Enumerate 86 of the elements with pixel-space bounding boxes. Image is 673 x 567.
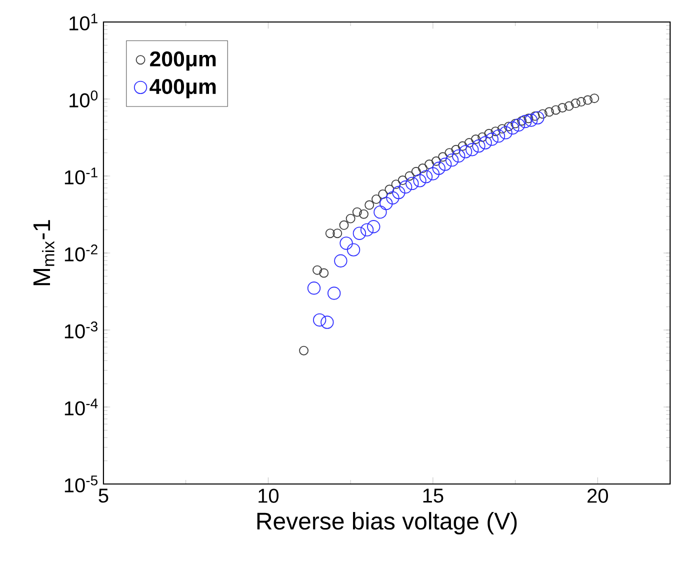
point xyxy=(391,180,401,190)
x-tick-label: 20 xyxy=(588,488,608,503)
point xyxy=(418,164,428,174)
point xyxy=(451,144,461,154)
point xyxy=(360,223,374,236)
point xyxy=(472,139,486,153)
point xyxy=(438,158,452,171)
point xyxy=(398,180,412,194)
point xyxy=(411,166,421,176)
point xyxy=(312,265,322,275)
point xyxy=(558,103,568,112)
y-tick-label: 10$^{-4}$ xyxy=(64,398,98,416)
point xyxy=(339,220,349,230)
point xyxy=(583,95,593,105)
point xyxy=(374,205,387,219)
point xyxy=(346,214,356,224)
point xyxy=(445,153,459,167)
point xyxy=(332,228,342,238)
x-axis-title: Reverse bias voltage (V) xyxy=(257,512,517,534)
point xyxy=(576,97,586,107)
point xyxy=(352,226,366,240)
point xyxy=(406,176,419,190)
y-tick-label: 10$^{-2}$ xyxy=(64,244,98,262)
y-tick-label: 10$^{1}$ xyxy=(70,14,98,30)
point xyxy=(484,128,494,138)
point xyxy=(380,196,393,210)
point xyxy=(299,346,309,356)
y-tick-label: 10$^{-1}$ xyxy=(64,168,98,184)
point xyxy=(518,114,532,128)
point xyxy=(524,114,538,127)
point xyxy=(346,243,360,256)
point xyxy=(499,126,512,140)
x-tick-label: 10 xyxy=(258,488,279,503)
y-tick-label: 10$^{0}$ xyxy=(70,90,98,108)
point xyxy=(432,162,446,175)
point xyxy=(564,101,574,111)
point xyxy=(327,286,341,300)
point xyxy=(531,111,544,124)
point xyxy=(464,138,474,148)
point xyxy=(444,148,454,158)
point xyxy=(320,316,334,329)
point xyxy=(551,105,561,115)
point xyxy=(386,191,400,204)
y-tick-label: 10$^{-3}$ xyxy=(64,322,98,338)
x-tick-label: 5 xyxy=(98,488,108,503)
point xyxy=(590,94,600,104)
y-tick-label: 10$^{-5}$ xyxy=(64,476,98,492)
point xyxy=(404,171,414,181)
point xyxy=(392,186,406,200)
legend-label: 400μm xyxy=(150,78,216,98)
point xyxy=(466,143,479,156)
point xyxy=(398,176,408,186)
point xyxy=(452,149,466,163)
point xyxy=(372,194,381,204)
point xyxy=(458,141,468,151)
point xyxy=(424,160,434,170)
point xyxy=(378,189,388,199)
point xyxy=(334,254,348,268)
point xyxy=(570,98,580,108)
point xyxy=(312,313,326,327)
point xyxy=(512,118,526,132)
point xyxy=(492,129,506,143)
point xyxy=(426,167,440,180)
point xyxy=(384,184,394,194)
point xyxy=(413,174,426,188)
point xyxy=(325,228,335,238)
x-tick-label: 15 xyxy=(423,488,444,503)
point xyxy=(438,152,448,162)
point xyxy=(307,282,321,295)
point xyxy=(458,145,472,158)
point xyxy=(364,200,374,210)
point xyxy=(544,107,554,117)
point xyxy=(359,209,368,219)
point xyxy=(352,207,362,217)
point xyxy=(485,132,499,146)
point xyxy=(431,156,441,166)
point xyxy=(419,170,433,184)
point xyxy=(478,132,488,142)
point xyxy=(471,134,480,144)
legend-label: 200μm xyxy=(150,51,216,71)
point xyxy=(478,136,492,150)
point xyxy=(319,268,329,278)
y-axis-title: M$_{mix}$-1 xyxy=(33,220,54,286)
point xyxy=(506,121,520,135)
point xyxy=(340,236,353,250)
point xyxy=(367,220,380,234)
